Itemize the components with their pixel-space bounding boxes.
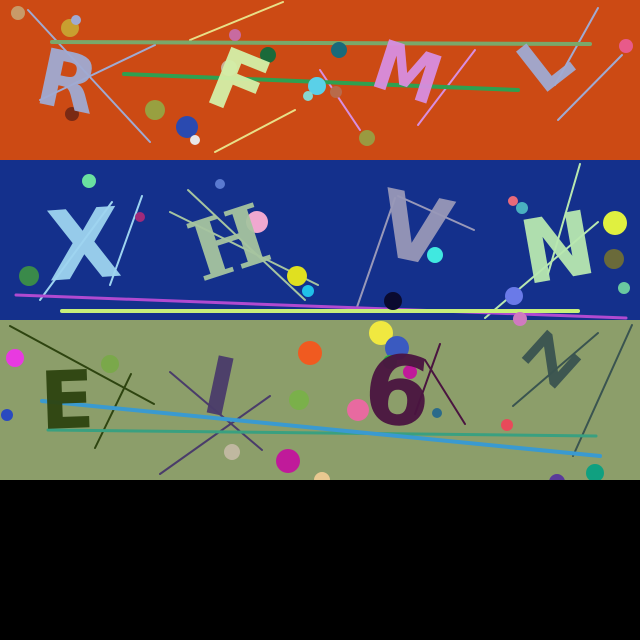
captcha-char-9: E <box>38 353 96 448</box>
noise-lines-top <box>27 1 623 153</box>
noise-dots-bottom <box>1 321 604 490</box>
captcha-char-11: 6 <box>358 332 436 450</box>
noise-lines-bottom <box>9 324 633 475</box>
middle-band <box>0 160 640 320</box>
captcha-char-8: N <box>512 191 602 305</box>
captcha-char-5: X <box>43 187 125 304</box>
noise-dots-middle <box>19 174 630 326</box>
empty-lower-area <box>0 480 640 640</box>
noise-dots-top <box>11 6 633 146</box>
